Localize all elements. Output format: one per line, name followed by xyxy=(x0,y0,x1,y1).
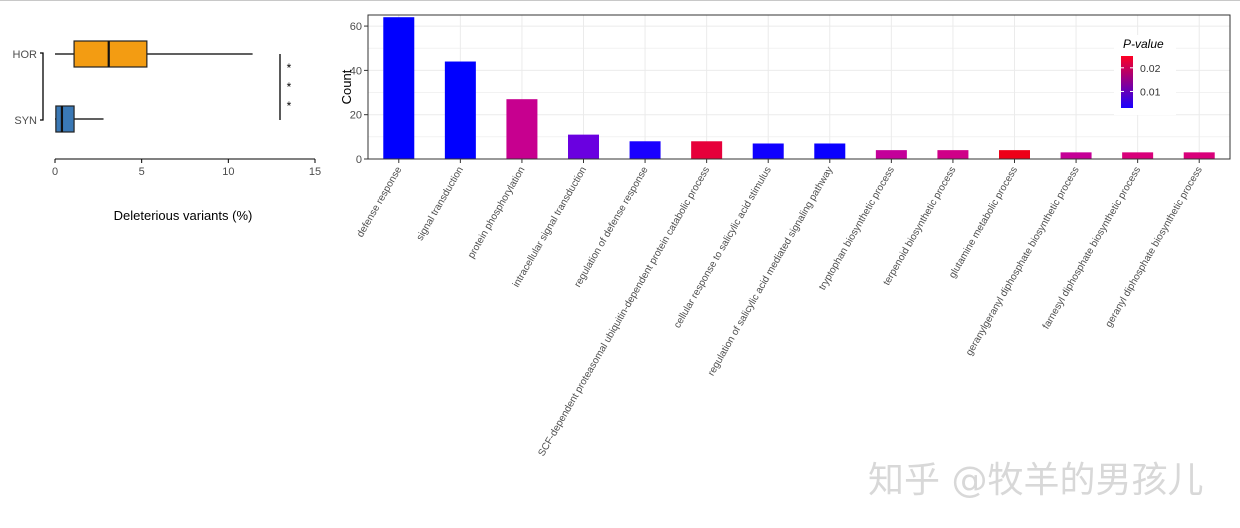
bar xyxy=(383,17,415,159)
bar xyxy=(1122,152,1154,159)
boxplot-panel: 0 5 10 15 HOR SYN * * * Deleterious variants … xyxy=(13,40,321,223)
bar-chart-category-label: signal transduction xyxy=(415,165,466,243)
bar xyxy=(814,143,846,159)
boxplot-category-label-hor: HOR xyxy=(13,49,38,61)
bar-chart-x-ticks: defense response signal transduction prote… xyxy=(355,159,1205,458)
bar xyxy=(937,150,969,159)
bar-chart-y-tick-label: 60 xyxy=(350,21,362,33)
bar-chart-y-tick-label: 20 xyxy=(350,110,362,122)
bar xyxy=(1060,152,1092,159)
bar-chart-category-label: tryptophan biosynthetic process xyxy=(817,165,897,292)
bar-chart-panel-border xyxy=(367,14,1231,160)
bar-chart-y-axis-title: Count xyxy=(339,69,354,104)
bar-chart-category-label: intracellular signal transduction xyxy=(511,165,589,289)
bar-chart-category-label: glutamine metabolic process xyxy=(947,165,1020,280)
bar-chart-category-label: protein phosphorylation xyxy=(466,165,528,261)
bar-chart-category-label: defense response xyxy=(355,165,404,240)
bar-chart-category-label: geranylgeranyl diphosphate biosynthetic … xyxy=(964,165,1082,358)
box-hor xyxy=(55,40,253,68)
significance-stars: * * * xyxy=(287,61,292,113)
box-body-syn xyxy=(55,105,75,133)
bar xyxy=(875,150,907,159)
bar-chart-y-ticks: 0 20 40 60 xyxy=(350,21,368,166)
bar-chart-category-label: regulation of defense response xyxy=(572,165,650,290)
boxplot-x-tick-label: 0 xyxy=(52,166,58,178)
bar xyxy=(506,99,538,159)
bar xyxy=(691,141,723,159)
significance-star: * xyxy=(287,99,292,113)
boxplot-x-tick-label: 15 xyxy=(309,166,321,178)
bar xyxy=(999,150,1030,159)
legend-tick-label: 0.02 xyxy=(1140,63,1161,75)
boxplot-category-label-syn: SYN xyxy=(14,115,37,127)
boxplot-x-axis-title: Deleterious variants (%) xyxy=(114,208,253,223)
bar-chart-category-label: regulation of salicylic acid mediated si… xyxy=(706,165,835,378)
bar-chart-y-tick-label: 40 xyxy=(350,65,362,77)
significance-star: * xyxy=(287,80,292,94)
category-bracket xyxy=(40,52,44,121)
bar xyxy=(568,134,599,159)
boxplot-boxes xyxy=(55,40,253,133)
bar xyxy=(444,61,476,160)
bar xyxy=(752,143,784,159)
bar-chart-gridlines xyxy=(368,15,1230,160)
pvalue-legend: P-value 0.02 0.01 xyxy=(1114,35,1176,115)
legend-tick-label: 0.01 xyxy=(1140,86,1161,98)
bar-chart-panel: 0 20 40 60 defense response signal transduct… xyxy=(339,14,1231,458)
significance-star: * xyxy=(287,61,292,75)
bar-chart-y-tick-label: 0 xyxy=(356,154,362,166)
legend-colorbar xyxy=(1121,56,1133,108)
watermark-text: 知乎 @牧羊的男孩儿 xyxy=(868,460,1203,501)
boxplot-x-ticks: 0 5 10 15 xyxy=(52,159,321,178)
bar-chart-category-label: farnesyl diphosphate biosynthetic proces… xyxy=(1041,165,1143,331)
bar xyxy=(629,141,661,159)
bar xyxy=(1183,152,1215,159)
bar-chart-bars xyxy=(383,17,1215,160)
boxplot-x-tick-label: 5 xyxy=(139,166,145,178)
box-body-hor xyxy=(73,40,148,68)
legend-ticks: 0.02 0.01 xyxy=(1121,63,1161,98)
legend-title: P-value xyxy=(1123,37,1164,51)
box-syn xyxy=(55,105,104,133)
bar-chart-category-label: terpenoid biosynthetic process xyxy=(881,165,958,287)
boxplot-x-tick-label: 10 xyxy=(222,166,234,178)
